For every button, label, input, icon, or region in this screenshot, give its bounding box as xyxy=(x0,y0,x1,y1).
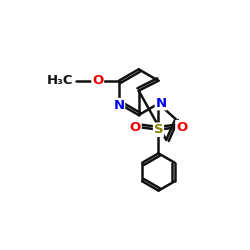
Text: O: O xyxy=(176,121,187,134)
Text: N: N xyxy=(156,96,166,110)
Text: H₃C: H₃C xyxy=(47,74,73,87)
Text: S: S xyxy=(154,123,163,136)
Text: O: O xyxy=(130,121,141,134)
Text: N: N xyxy=(113,98,124,112)
Text: O: O xyxy=(92,74,103,87)
